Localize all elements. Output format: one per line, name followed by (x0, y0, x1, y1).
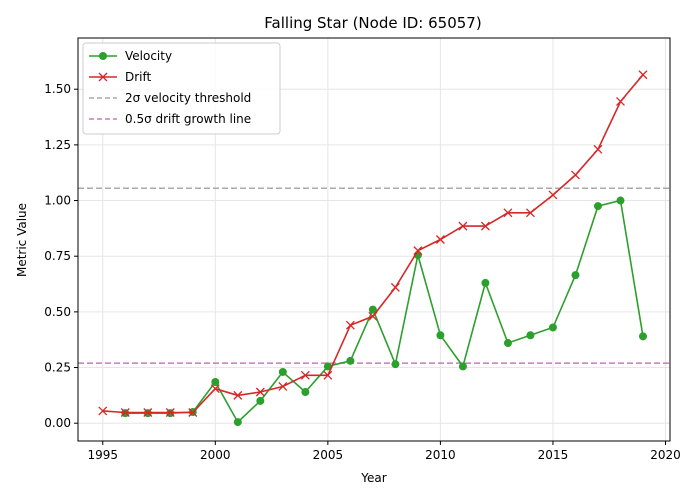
data-point (323, 370, 333, 380)
y-tick-label: 1.00 (44, 194, 71, 208)
series (98, 70, 648, 427)
legend-drift-label: Drift (125, 70, 152, 84)
y-tick-label: 1.50 (44, 82, 71, 96)
grid (78, 38, 670, 441)
series-line-velocity (125, 199, 644, 424)
data-point (525, 208, 535, 218)
x-tick-label: 2020 (650, 448, 681, 462)
legend-velocity-label: Velocity (125, 49, 172, 63)
y-tick-label: 0.00 (44, 416, 71, 430)
x-tick-label: 2015 (538, 448, 569, 462)
data-point (481, 278, 490, 287)
x-tick-label: 2000 (200, 448, 231, 462)
y-tick-label: 0.50 (44, 305, 71, 319)
data-point (503, 339, 512, 348)
y-axis-label: Metric Value (15, 203, 29, 277)
data-point (345, 320, 355, 330)
legend-drift-marker (98, 72, 108, 82)
data-point (413, 246, 423, 256)
data-point (98, 406, 108, 416)
data-point (616, 196, 625, 205)
data-point (616, 96, 625, 106)
data-point (346, 356, 355, 365)
data-point (458, 362, 467, 371)
data-point (323, 362, 332, 371)
x-tick-label: 2005 (313, 448, 344, 462)
data-point (390, 282, 400, 292)
data-point (593, 202, 602, 211)
x-tick-label: 1995 (87, 448, 118, 462)
data-point (233, 418, 242, 427)
x-axis: 1995 2000 2005 2010 2015 2020 (87, 441, 681, 462)
data-point (255, 387, 265, 397)
data-point (526, 331, 535, 340)
legend: Velocity Drift 2σ velocity threshold 0.5… (82, 42, 281, 135)
y-tick-label: 0.75 (44, 249, 71, 263)
data-point (120, 408, 130, 417)
data-point (458, 221, 468, 231)
data-point (301, 388, 310, 397)
data-point (638, 70, 648, 80)
data-point (436, 331, 445, 340)
data-point (571, 271, 580, 280)
data-point (548, 323, 557, 332)
y-tick-label: 1.25 (44, 138, 71, 152)
data-point (233, 390, 243, 400)
data-point (165, 408, 175, 417)
data-point (368, 305, 377, 314)
chart-title: Falling Star (Node ID: 65057) (264, 14, 481, 32)
data-point (188, 408, 198, 417)
data-point (391, 360, 400, 369)
data-point (210, 384, 220, 394)
data-point (278, 367, 287, 376)
data-point (278, 381, 288, 391)
legend-velocity-marker (99, 52, 107, 60)
data-point (503, 208, 513, 218)
data-point (143, 408, 153, 417)
y-axis: 0.00 0.25 0.50 0.75 1.00 1.25 1.50 (44, 82, 78, 430)
data-point (480, 221, 490, 231)
data-point (571, 170, 580, 180)
legend-threshold-label: 2σ velocity threshold (125, 91, 251, 105)
data-point (368, 311, 378, 321)
plot-frame (77, 37, 671, 442)
y-tick-label: 0.25 (44, 361, 71, 375)
x-tick-label: 2010 (425, 448, 456, 462)
legend-growth-label: 0.5σ drift growth line (125, 112, 251, 126)
x-axis-label: Year (360, 471, 386, 485)
data-point (300, 370, 310, 380)
data-point (211, 377, 220, 386)
data-point (593, 144, 603, 154)
legend-box (82, 42, 281, 135)
data-point (638, 332, 647, 341)
data-point (548, 190, 558, 200)
data-point (256, 396, 265, 405)
data-point (435, 235, 445, 244)
